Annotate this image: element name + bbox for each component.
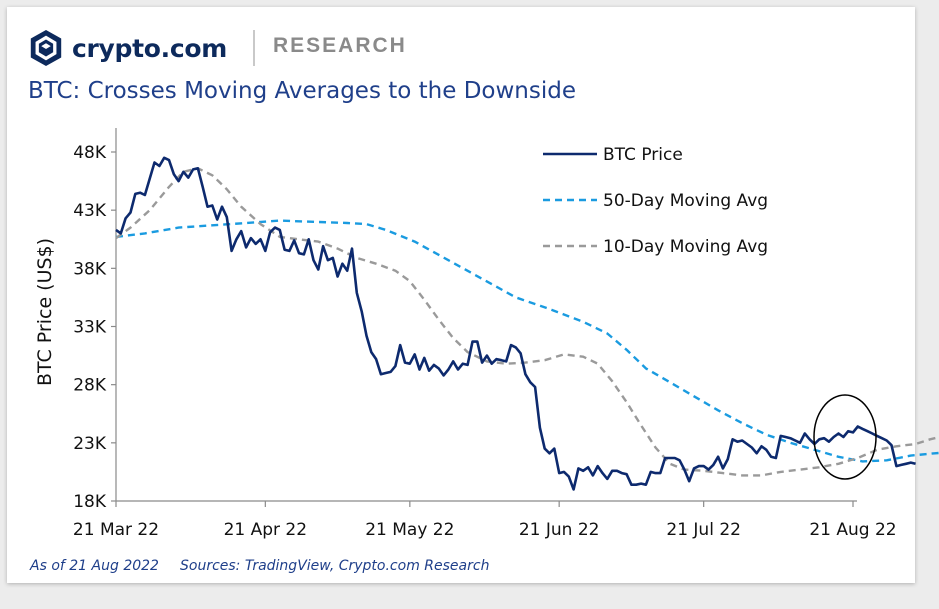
x-tick-label: 21 Jun 22 xyxy=(519,520,600,540)
section-label: RESEARCH xyxy=(273,34,407,57)
x-tick-label: 21 Mar 22 xyxy=(73,520,159,540)
series-line-btc-price xyxy=(115,156,916,491)
series-layer xyxy=(115,156,939,491)
sources-note: Sources: TradingView, Crypto.com Researc… xyxy=(180,558,490,574)
chart-card xyxy=(7,7,915,583)
y-axis-title: BTC Price (US$) xyxy=(34,238,56,386)
x-tick-label: 21 Aug 22 xyxy=(809,520,896,540)
y-tick-label: 28K xyxy=(73,376,107,396)
series-line-50-day-moving-avg xyxy=(115,219,939,463)
y-tick-label: 33K xyxy=(73,318,107,338)
header-divider xyxy=(253,30,255,66)
brand-logo[interactable]: crypto.com xyxy=(28,28,227,68)
y-tick-label: 23K xyxy=(73,434,107,454)
y-tick-label: 43K xyxy=(73,201,107,221)
chart-axes: 18K 23K 28K 33K 38K 43K 48K 21 Mar 22 21 Apr 22 2… xyxy=(73,128,897,540)
brand-name: crypto.com xyxy=(72,33,228,63)
y-tick-label: 48K xyxy=(73,143,107,163)
x-tick-label: 21 Jul 22 xyxy=(666,520,741,540)
y-tick-label: 18K xyxy=(73,492,107,512)
chart-legend: BTC Price 50-Day Moving Avg 10-Day Moving … xyxy=(543,145,768,257)
x-tick-label: 21 May 22 xyxy=(365,520,454,540)
series-line-10-day-moving-avg xyxy=(115,167,939,477)
x-tick-label: 21 Apr 22 xyxy=(224,520,307,540)
as-of-note: As of 21 Aug 2022 xyxy=(30,558,159,574)
chart-title: BTC: Crosses Moving Averages to the Down… xyxy=(28,78,576,104)
crypto-com-shield-logo-icon xyxy=(30,29,62,67)
y-tick-label: 38K xyxy=(73,259,107,279)
legend-label: BTC Price xyxy=(603,145,683,165)
legend-label: 10-Day Moving Avg xyxy=(603,237,768,257)
legend-label: 50-Day Moving Avg xyxy=(603,191,768,211)
highlight-circle xyxy=(813,394,877,480)
